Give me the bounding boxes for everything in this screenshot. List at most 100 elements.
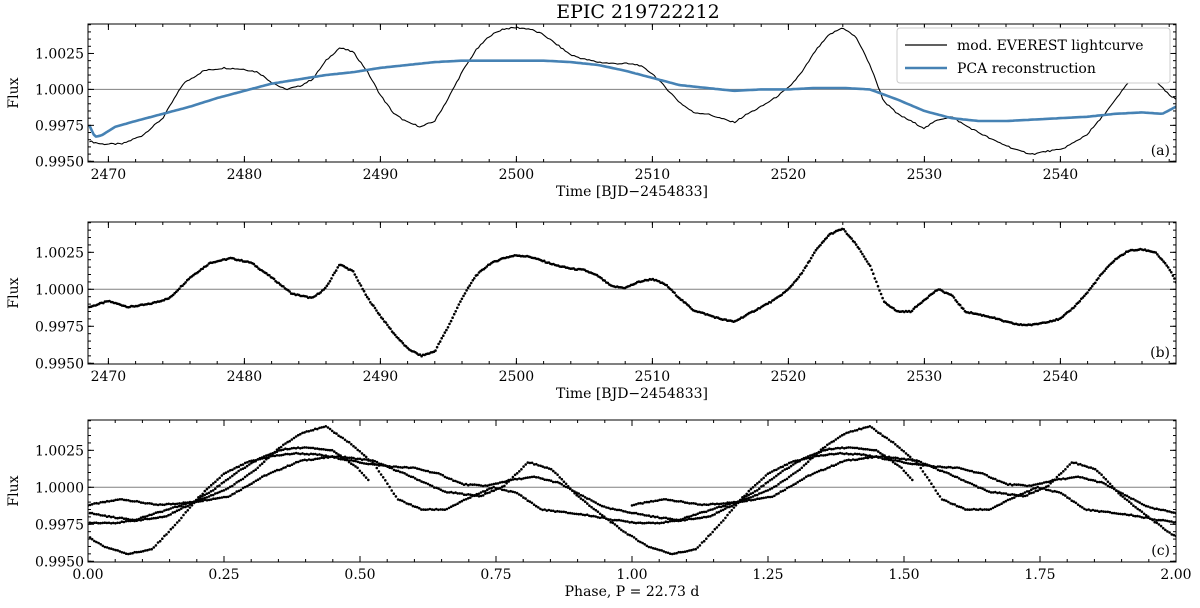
folded-point (1074, 501, 1078, 505)
folded-point (207, 486, 211, 489)
folded-point (1036, 489, 1040, 493)
folded-point (909, 462, 912, 466)
folded-point (1030, 488, 1033, 492)
folded-point (785, 467, 789, 471)
folded-point (428, 470, 432, 474)
panel-a-xlabel: Time [BJD−2454833] (556, 184, 708, 200)
folded-point (632, 511, 636, 515)
folded-point (280, 453, 283, 457)
folded-point (1025, 484, 1029, 488)
folded-point (573, 512, 576, 516)
data-point (330, 277, 333, 280)
folded-point (834, 463, 838, 467)
folded-point (411, 466, 415, 469)
data-point (369, 301, 372, 304)
folded-point (1149, 517, 1152, 520)
data-point (868, 264, 872, 268)
folded-point (798, 468, 801, 472)
folded-point (753, 498, 757, 501)
folded-point (913, 462, 916, 466)
folded-point (789, 474, 793, 477)
folded-point (220, 496, 224, 499)
folded-point (762, 496, 765, 500)
folded-point (1153, 520, 1156, 524)
data-point (951, 294, 954, 298)
folded-point (273, 451, 277, 454)
folded-point (1023, 494, 1027, 498)
folded-point (1072, 461, 1076, 465)
folded-point (622, 530, 625, 533)
folded-point (243, 485, 247, 489)
folded-point (305, 446, 308, 449)
folded-point (445, 491, 449, 494)
folded-point (872, 427, 876, 431)
folded-point (534, 476, 538, 479)
folded-point (509, 489, 512, 493)
chart-title: EPIC 219722212 (556, 1, 720, 23)
folded-point (613, 518, 617, 522)
folded-point (309, 458, 313, 462)
folded-point (286, 464, 290, 468)
folded-point (724, 502, 727, 505)
folded-point (1006, 483, 1010, 487)
folded-point (498, 481, 502, 484)
folded-point (745, 499, 748, 503)
folded-point (970, 482, 974, 486)
folded-point (1127, 496, 1131, 499)
folded-point (594, 515, 597, 518)
folded-point (167, 530, 170, 534)
folded-point (1172, 511, 1175, 514)
folded-point (354, 457, 358, 461)
folded-point (1032, 487, 1035, 490)
folded-point (936, 492, 940, 496)
data-point (665, 283, 669, 287)
panel-a-ticks: 2470 2480 2490 2500 2510 2520 2530 25400.99500.… (35, 24, 1176, 183)
folded-point (203, 496, 206, 500)
folded-point (1159, 508, 1163, 512)
folded-point (500, 488, 504, 492)
folded-point (643, 514, 646, 517)
folded-point (1047, 480, 1050, 484)
folded-point (651, 547, 655, 550)
folded-point (1155, 519, 1158, 522)
folded-point (787, 485, 791, 489)
x-tick-label: 2500 (499, 369, 535, 385)
folded-point (698, 503, 702, 506)
data-point (331, 273, 335, 277)
folded-point (199, 496, 202, 500)
folded-point (199, 494, 202, 498)
folded-point (416, 467, 419, 470)
folded-point (630, 511, 634, 515)
folded-point (122, 498, 126, 502)
folded-point (566, 486, 570, 489)
folded-point (849, 452, 853, 456)
folded-point (813, 471, 816, 475)
folded-point (1121, 495, 1125, 498)
folded-point (979, 486, 982, 490)
folded-point (949, 465, 952, 469)
folded-point (719, 505, 723, 509)
data-point (958, 303, 962, 307)
folded-point (503, 480, 506, 484)
folded-point (496, 482, 500, 485)
folded-point (830, 440, 833, 444)
folded-point (218, 476, 221, 480)
folded-point (711, 502, 714, 506)
folded-point (1136, 514, 1139, 518)
data-point (1160, 258, 1164, 261)
panel-a-tag: (a) (1151, 143, 1170, 159)
data-point (850, 237, 853, 240)
folded-point (802, 464, 806, 467)
folded-point (630, 504, 634, 507)
folded-point (617, 508, 621, 512)
folded-point (201, 497, 204, 501)
folded-point (764, 489, 767, 493)
folded-point (275, 450, 279, 454)
folded-point (239, 468, 243, 471)
folded-point (875, 455, 878, 459)
folded-point (728, 511, 731, 514)
folded-point (906, 453, 910, 457)
folded-point (592, 507, 595, 511)
folded-point (855, 446, 859, 450)
folded-point (311, 452, 315, 456)
